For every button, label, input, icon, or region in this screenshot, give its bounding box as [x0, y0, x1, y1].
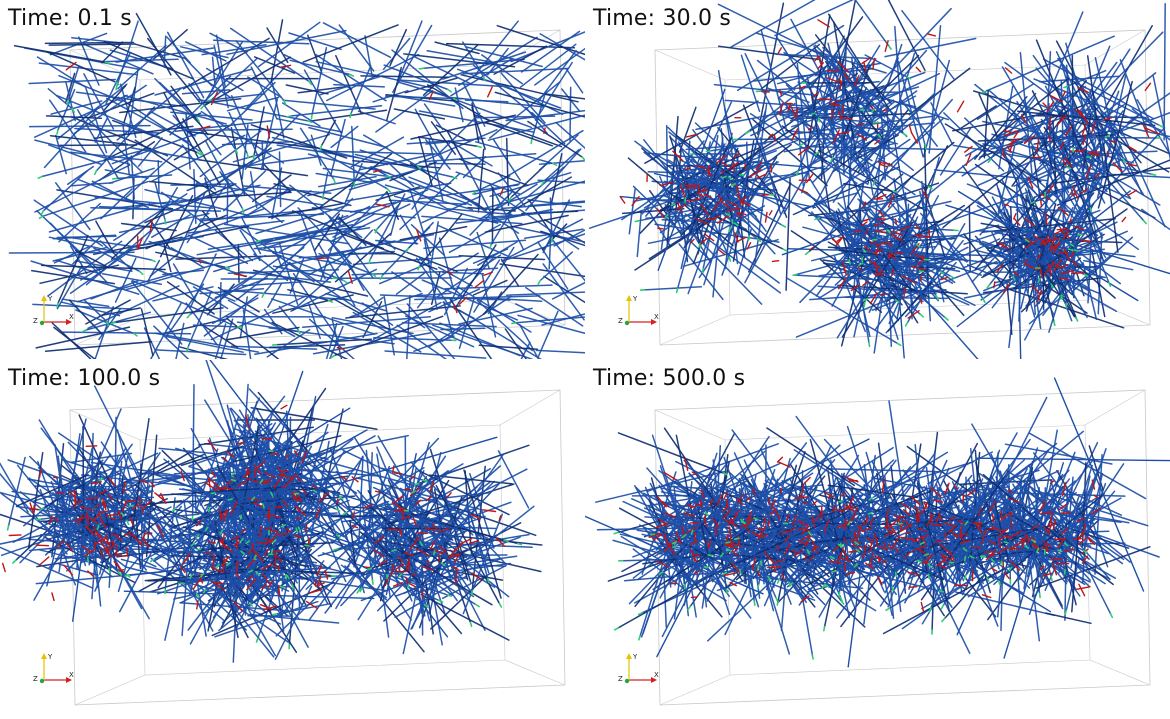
- panel-title: Time: 0.1 s: [8, 6, 132, 31]
- orientation-axes-icon: X Y Z: [615, 650, 665, 690]
- orientation-axes-icon: X Y Z: [30, 292, 80, 332]
- axis-y-label: Y: [632, 653, 638, 661]
- axis-x-label: X: [654, 671, 659, 679]
- fibers: [8, 12, 585, 359]
- fibers: [0, 360, 543, 663]
- panel-time-30: Time: 30.0 s X Y Z: [585, 0, 1170, 359]
- simulation-box: [654, 389, 1151, 706]
- axis-y-label: Y: [632, 295, 638, 303]
- crosslinks: [65, 61, 546, 350]
- panel-title: Time: 500.0 s: [593, 366, 746, 391]
- axis-z-label: Z: [33, 675, 38, 683]
- panel-time-100: Time: 100.0 s X Y Z: [0, 360, 585, 719]
- axis-x-label: X: [69, 313, 74, 321]
- fiber-network-render: [0, 360, 566, 706]
- axis-y-label: Y: [47, 295, 53, 303]
- panel-time-500: Time: 500.0 s X Y Z: [585, 360, 1170, 719]
- axis-z-label: Z: [618, 675, 623, 683]
- fibers: [595, 396, 1160, 656]
- axis-z-label: Z: [33, 317, 38, 325]
- orientation-axes-icon: X Y Z: [30, 650, 80, 690]
- crosslinks: [619, 19, 1160, 319]
- panel-time-0-1: Time: 0.1 s X Y Z: [0, 0, 585, 359]
- axis-y-label: Y: [47, 653, 53, 661]
- axis-z-label: Z: [618, 317, 623, 325]
- orientation-axes-icon: X Y Z: [615, 292, 665, 332]
- fiber-tips: [6, 450, 523, 650]
- fiber-tips: [37, 61, 585, 359]
- fiber-network-render: [588, 0, 1170, 359]
- fiber-tips: [613, 472, 1114, 660]
- axis-x-label: X: [69, 671, 74, 679]
- fiber-network-render: [585, 377, 1170, 706]
- fibers: [588, 0, 1170, 354]
- panel-title: Time: 100.0 s: [8, 366, 161, 391]
- outlier-fibers: [620, 35, 1170, 359]
- outlier-fibers: [585, 377, 1170, 668]
- fiber-tips: [634, 45, 1164, 348]
- panel-title: Time: 30.0 s: [593, 6, 732, 31]
- crosslinks: [2, 404, 506, 612]
- crosslinks: [648, 456, 1101, 612]
- fiber-network-render: [8, 12, 585, 359]
- axis-x-label: X: [654, 313, 659, 321]
- simulation-box: [69, 389, 566, 706]
- simulation-box: [654, 29, 1151, 346]
